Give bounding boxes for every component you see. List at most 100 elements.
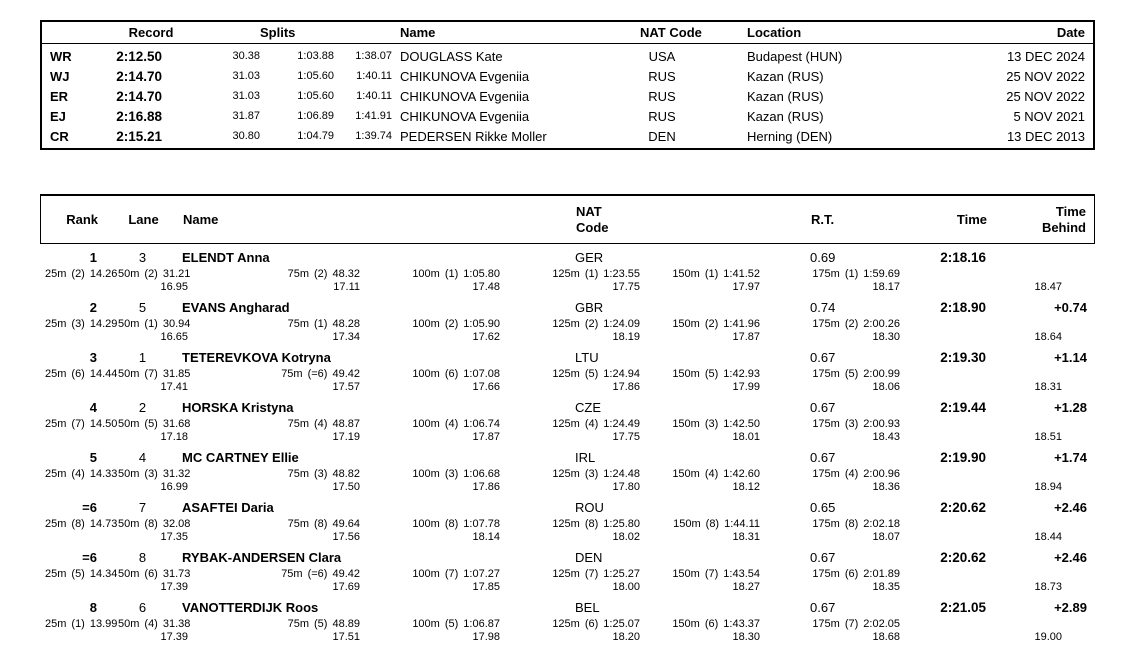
split-time: 1:44.11 [724,518,760,530]
split-lap-time [45,631,118,644]
split-time: 1:25.07 [603,618,640,630]
split-distance: 50m [118,368,140,380]
split-lap-time [45,381,118,394]
split-time: 1:06.87 [463,618,500,630]
nat-code: CZE [575,399,601,415]
split-rank: (5) [144,418,158,430]
split-rank: (8) [71,518,85,530]
splits-row: 25m (3) 14.29 50m (1) 30.94 16.65 75m (1) 48.2… [40,317,1095,344]
split-time: 49.42 [332,368,360,380]
splits-row: 25m (5) 14.34 50m (6) 31.73 17.39 75m (=6) 49.… [40,567,1095,594]
split-rank: (7) [71,418,85,430]
record-split-100m: 1:03.88 [297,50,334,62]
record-time: 2:15.21 [116,128,162,144]
split-cell: 75m (5) 48.89 17.51 [190,618,362,644]
split-rank: (3) [584,468,599,480]
lane: 3 [138,249,147,265]
split-distance: 175m [812,318,840,330]
record-location: Kazan (RUS) [747,88,824,104]
split-time: 49.42 [332,568,360,580]
result-row: 2 5 EVANS Angharad GBR 0.74 2:18.90 +0.7… [40,294,1095,344]
lane: 1 [138,349,147,365]
result-row: 5 4 MC CARTNEY Ellie IRL 0.67 2:19.90 +1… [40,444,1095,494]
nat-code: ROU [575,499,604,515]
split-cumulative: 75m (2) 48.32 [190,268,360,281]
split-time: 13.99 [89,618,118,630]
final-time: 2:18.90 [940,299,986,315]
split-rank: (1) [584,268,599,280]
result-row: 3 1 TETEREVKOVA Kotryna LTU 0.67 2:19.30… [40,344,1095,394]
split-cell: 50m (1) 30.94 16.65 [118,318,190,344]
split-lap-time: 17.11 [333,281,360,293]
splits-row: 25m (6) 14.44 50m (7) 31.85 17.41 75m (=6) 49.… [40,367,1095,394]
split-distance: 150m [672,318,700,330]
split-rank: (4) [844,468,859,480]
split-cell: 25m (3) 14.29 [40,318,118,344]
split-lap-time: 18.27 [732,581,760,593]
split-cell: 175m (2) 2:00.26 18.30 [762,318,902,344]
split-lap-time: 17.19 [332,431,360,443]
split-time: 31.38 [162,618,191,630]
split-cell: 50m (4) 31.38 17.39 [118,618,190,644]
split-distance: 125m [552,368,580,380]
split-rank: (7) [844,618,859,630]
split-time: 2:00.96 [863,468,900,480]
final-lap-spacer [902,268,1062,281]
split-cell: 100m (3) 1:06.68 17.86 [362,468,502,494]
split-rank: (5) [704,368,719,380]
split-distance: 175m [812,468,840,480]
results-header-lane: Lane [128,212,159,227]
reaction-time: 0.67 [810,599,836,615]
split-distance: 50m [118,318,140,330]
split-rank: (3) [71,318,85,330]
final-time: 2:19.90 [940,449,986,465]
records-header-location: Location [747,25,802,40]
split-time: 1:25.80 [603,518,640,530]
split-cumulative: 175m (8) 2:02.18 [762,518,900,531]
record-date: 25 NOV 2022 [1006,68,1085,84]
record-split-150m: 1:40.11 [356,90,392,102]
split-cumulative: 100m (7) 1:07.27 [362,568,500,581]
record-nat-code: RUS [648,88,676,104]
result-row: =6 8 RYBAK-ANDERSEN Clara DEN 0.67 2:20.… [40,544,1095,594]
split-cell: 100m (5) 1:06.87 17.98 [362,618,502,644]
results-header-rank: Rank [66,212,98,227]
split-cumulative: 25m (8) 14.73 [45,518,118,531]
split-distance: 175m [812,518,840,530]
split-lap-time: 17.99 [732,381,760,393]
split-cell: 150m (7) 1:43.54 18.27 [642,568,762,594]
result-main-row: 5 4 MC CARTNEY Ellie IRL 0.67 2:19.90 +1… [40,447,1095,467]
split-lap-time: 18.12 [732,481,760,493]
rank: 3 [89,349,97,365]
time-behind: +1.28 [1054,399,1087,415]
split-distance: 50m [118,418,140,430]
split-distance: 125m [552,618,580,630]
split-distance: 100m [412,318,440,330]
record-time: 2:14.70 [116,88,162,104]
record-time: 2:14.70 [116,68,162,84]
split-rank: (7) [584,568,599,580]
result-main-row: 2 5 EVANS Angharad GBR 0.74 2:18.90 +0.7… [40,297,1095,317]
record-date: 13 DEC 2024 [1006,48,1085,64]
final-lap-cell: 18.73 [902,568,1095,594]
splits-row: 25m (8) 14.73 50m (8) 32.08 17.35 75m (8) 49.6… [40,517,1095,544]
split-rank: (2) [444,318,459,330]
split-distance: 25m [45,568,67,580]
split-cumulative: 25m (2) 14.26 [45,268,118,281]
split-cell: 50m (3) 31.32 16.99 [118,468,190,494]
split-cell: 175m (6) 2:01.89 18.35 [762,568,902,594]
split-time: 1:41.96 [723,318,760,330]
split-rank: (3) [144,468,158,480]
split-cumulative: 150m (3) 1:42.50 [642,418,760,431]
split-time: 2:02.18 [863,518,900,530]
time-behind: +1.74 [1054,449,1087,465]
split-distance: 25m [45,268,67,280]
split-cumulative: 25m (5) 14.34 [45,568,118,581]
split-time: 1:06.68 [463,468,500,480]
split-lap-time: 18.43 [872,431,900,443]
split-cumulative: 150m (1) 1:41.52 [642,268,760,281]
final-lap-spacer [902,518,1062,531]
split-cumulative: 75m (8) 49.64 [190,518,360,531]
split-cumulative: 175m (2) 2:00.26 [762,318,900,331]
split-cell: 150m (2) 1:41.96 17.87 [642,318,762,344]
